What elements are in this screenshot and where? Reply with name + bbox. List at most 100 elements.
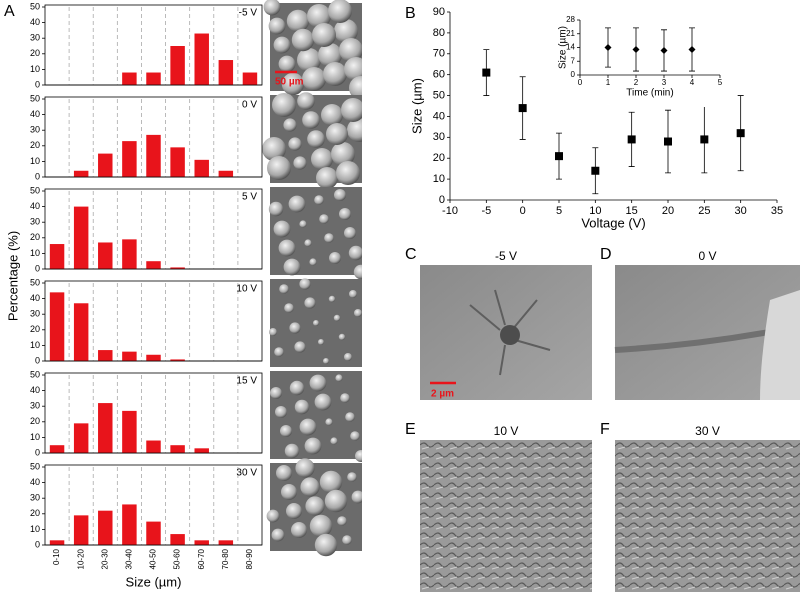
particle xyxy=(328,295,336,303)
particle xyxy=(286,9,310,33)
panel-letter: B xyxy=(405,5,416,22)
y-tick-label: 50 xyxy=(30,277,40,287)
panel-annotation: 30 V xyxy=(236,468,257,479)
bar xyxy=(73,170,89,177)
particle xyxy=(269,328,277,336)
y-tick-label: 20 xyxy=(433,152,445,164)
particle xyxy=(345,412,355,422)
marker xyxy=(632,45,640,53)
bar xyxy=(242,72,258,85)
y-tick-label: 50 xyxy=(433,89,445,101)
particle xyxy=(266,509,280,523)
y-tick-label: 20 xyxy=(30,324,40,334)
particle xyxy=(268,201,284,217)
particle xyxy=(302,67,326,91)
particle xyxy=(334,19,358,43)
panel-annotation: 5 V xyxy=(242,192,257,203)
particle xyxy=(339,38,363,62)
marker xyxy=(700,135,709,144)
y-tick-label: 40 xyxy=(30,17,40,27)
panel-letter: A xyxy=(4,3,15,20)
y-tick-label: 40 xyxy=(30,385,40,395)
particle xyxy=(278,239,296,257)
y-tick-label: 40 xyxy=(30,293,40,303)
x-tick-label: 50-60 xyxy=(173,548,182,569)
y-tick-label: 30 xyxy=(433,131,445,143)
marker xyxy=(627,135,636,144)
particle xyxy=(300,477,320,497)
particle xyxy=(340,393,350,403)
particle xyxy=(331,142,355,166)
particle xyxy=(283,118,297,132)
particle xyxy=(288,137,302,151)
marker xyxy=(518,104,527,113)
y-tick-label: 0 xyxy=(35,539,40,549)
particle xyxy=(291,522,307,538)
micrograph-caption: 0 V xyxy=(698,249,716,263)
y-tick-label: 50 xyxy=(30,1,40,11)
bar xyxy=(218,60,234,85)
particle xyxy=(302,111,320,129)
x-tick-label: 5 xyxy=(718,78,723,87)
bar xyxy=(73,206,89,269)
particle xyxy=(291,28,315,52)
y-tick-label: 40 xyxy=(433,110,445,122)
particle xyxy=(294,341,306,353)
particle xyxy=(309,514,333,538)
scale-bar-label: 2 µm xyxy=(431,389,454,400)
particle xyxy=(309,258,317,266)
particle xyxy=(342,535,352,545)
particle xyxy=(307,4,331,28)
micrograph-caption: 30 V xyxy=(695,424,720,438)
x-axis-label: Time (min) xyxy=(626,88,673,99)
particle xyxy=(335,374,343,382)
particle xyxy=(316,167,338,189)
particle xyxy=(349,290,357,298)
particle xyxy=(336,161,360,185)
bar xyxy=(122,410,137,453)
y-tick-label: 0 xyxy=(35,447,40,457)
particle xyxy=(348,245,364,261)
y-tick-label: 7 xyxy=(571,56,576,65)
particle xyxy=(274,347,284,357)
marker xyxy=(591,166,600,175)
y-tick-label: 10 xyxy=(30,524,40,534)
particle xyxy=(293,156,307,170)
y-tick-label: 50 xyxy=(30,369,40,379)
x-tick-label: 4 xyxy=(690,78,695,87)
x-tick-label: 1 xyxy=(606,78,611,87)
particle xyxy=(351,490,365,504)
y-tick-label: 0 xyxy=(439,194,445,206)
bar xyxy=(170,147,185,177)
y-tick-label: 28 xyxy=(566,15,575,24)
particle xyxy=(281,72,305,96)
bar xyxy=(194,159,209,177)
y-axis-label: Size (µm) xyxy=(558,26,569,69)
texture xyxy=(469,289,551,376)
y-tick-label: 20 xyxy=(30,232,40,242)
x-tick-label: 30 xyxy=(735,205,747,217)
particle xyxy=(325,418,333,426)
particle xyxy=(299,418,317,436)
particle xyxy=(267,156,291,180)
panel-letter: D xyxy=(600,246,612,263)
particle xyxy=(311,148,333,170)
x-tick-label: 70-80 xyxy=(221,548,230,569)
bar xyxy=(170,534,185,545)
particle xyxy=(284,443,300,459)
particle xyxy=(289,380,305,396)
bar xyxy=(170,46,185,85)
particle xyxy=(304,297,316,309)
particle xyxy=(354,309,362,317)
bar xyxy=(170,359,185,361)
bar xyxy=(122,239,137,269)
x-tick-label: 0-10 xyxy=(52,548,61,565)
particle xyxy=(305,496,325,516)
particle xyxy=(278,55,296,73)
y-tick-label: 10 xyxy=(30,432,40,442)
bar xyxy=(49,540,65,545)
x-tick-label: 40-50 xyxy=(149,548,158,569)
panel-letter: E xyxy=(405,421,416,438)
particle xyxy=(326,123,348,145)
y-axis-label: Percentage (%) xyxy=(5,231,20,321)
